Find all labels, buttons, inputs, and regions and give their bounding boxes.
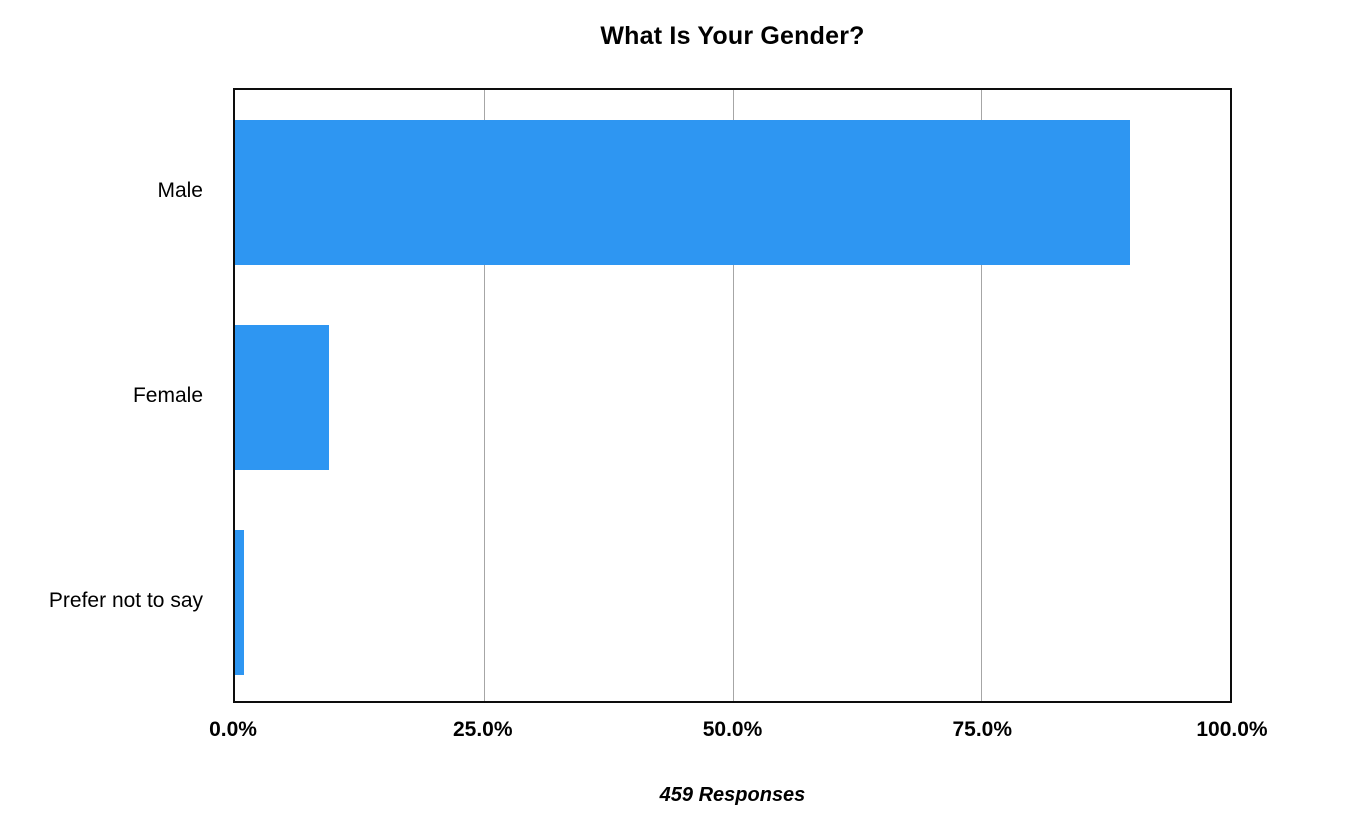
category-label-male: Male (157, 178, 203, 202)
plot-area (233, 88, 1232, 703)
category-label-prefer-not-to-say: Prefer not to say (48, 588, 203, 612)
x-tick-label-25: 25.0% (452, 718, 513, 741)
bar-band-female (235, 325, 1230, 470)
bar-male (235, 120, 1130, 265)
x-tick-label-50: 50.0% (702, 718, 763, 741)
category-axis: Male Female Prefer not to say (0, 88, 203, 703)
chart-title: What Is Your Gender? (600, 22, 865, 50)
bar-prefer-not-to-say (235, 530, 244, 675)
bar-band-male (235, 120, 1230, 265)
category-label-female: Female (132, 383, 203, 407)
percent-axis: 0.0% 25.0% 50.0% 75.0% 100.0% (209, 718, 1268, 754)
x-tick-label-75: 75.0% (952, 718, 1013, 741)
bar-female (235, 325, 329, 470)
gridline-75 (981, 90, 983, 701)
gridline-50 (732, 90, 734, 701)
response-count-note: 459 Responses (659, 784, 806, 806)
x-tick-label-0: 0.0% (209, 718, 257, 741)
bar-band-prefer-not-to-say (235, 530, 1230, 675)
gridline-25 (483, 90, 485, 701)
x-tick-label-100: 100.0% (1196, 718, 1268, 741)
